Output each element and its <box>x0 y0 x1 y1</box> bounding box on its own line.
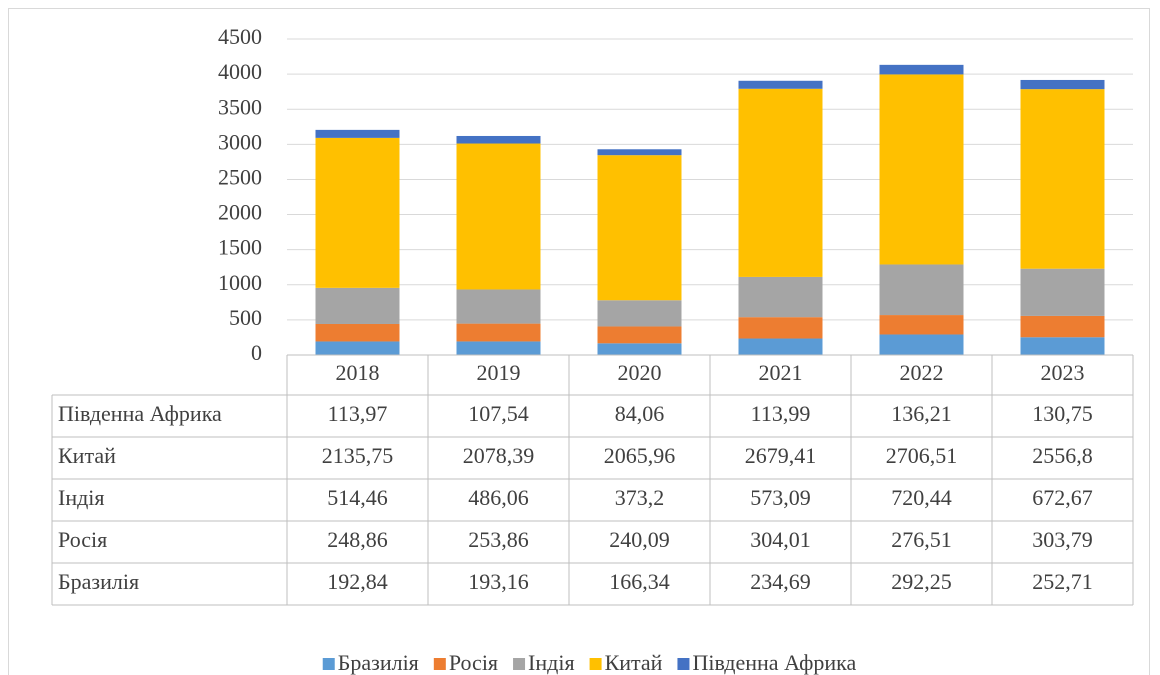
bar-segment <box>879 64 964 75</box>
table-cell: 113,97 <box>328 401 388 426</box>
bar-segment <box>879 315 964 335</box>
legend-label: Індія <box>528 650 575 675</box>
y-tick-label: 3000 <box>218 129 262 154</box>
table-cell: 240,09 <box>609 527 670 552</box>
table-cell: 234,69 <box>750 569 811 594</box>
x-tick-label: 2020 <box>618 360 662 385</box>
table-cell: 573,09 <box>750 485 811 510</box>
table-cell: 486,06 <box>468 485 529 510</box>
bar-segment <box>315 323 400 342</box>
bar-segment <box>879 334 964 355</box>
y-tick-label: 4500 <box>218 24 262 49</box>
table-cell: 107,54 <box>468 401 529 426</box>
bar-segment <box>456 135 541 144</box>
table-cell: 304,01 <box>750 527 811 552</box>
y-tick-label: 1500 <box>218 235 262 260</box>
bar-segment <box>456 289 541 324</box>
table-cell: 292,25 <box>891 569 952 594</box>
table-cell: 130,75 <box>1032 401 1093 426</box>
table-cell: 253,86 <box>468 527 529 552</box>
bar-segment <box>597 326 682 344</box>
bar-segment <box>315 129 400 138</box>
bar-segment <box>738 276 823 318</box>
table-cell: 248,86 <box>327 527 388 552</box>
table-cell: 193,16 <box>468 569 529 594</box>
y-tick-label: 2000 <box>218 200 262 225</box>
table-cell: 672,67 <box>1032 485 1093 510</box>
legend-label: Росія <box>449 650 498 675</box>
bar-segment <box>456 143 541 290</box>
bar-segment <box>315 287 400 324</box>
table-row-label: Росія <box>58 527 107 552</box>
table-row-label: Південна Африка <box>58 401 222 426</box>
table-cell: 252,71 <box>1032 569 1093 594</box>
table-cell: 2556,8 <box>1032 443 1093 468</box>
legend-label: Китай <box>605 650 663 675</box>
table-cell: 373,2 <box>615 485 665 510</box>
table-cell: 136,21 <box>891 401 952 426</box>
bar-segment <box>315 137 400 288</box>
table-cell: 2135,75 <box>322 443 394 468</box>
table-cell: 720,44 <box>891 485 952 510</box>
bar-segment <box>1020 268 1105 316</box>
y-tick-label: 3500 <box>218 94 262 119</box>
bar-segment <box>738 317 823 339</box>
x-tick-label: 2021 <box>759 360 803 385</box>
x-tick-label: 2022 <box>900 360 944 385</box>
bar-segment <box>597 155 682 301</box>
table-row-label: Бразилія <box>58 569 139 594</box>
bar-segment <box>738 88 823 277</box>
bar-segment <box>1020 79 1105 90</box>
y-tick-label: 4000 <box>218 59 262 84</box>
bar-segment <box>597 300 682 327</box>
table-cell: 2078,39 <box>463 443 535 468</box>
table-cell: 2065,96 <box>604 443 676 468</box>
legend-swatch <box>322 658 335 670</box>
bar-segment <box>456 323 541 342</box>
legend-label: Південна Африка <box>692 650 856 675</box>
table-cell: 166,34 <box>609 569 670 594</box>
bar-segment <box>597 343 682 355</box>
bar-segment <box>1020 89 1105 269</box>
x-tick-label: 2023 <box>1041 360 1085 385</box>
y-tick-label: 0 <box>251 340 262 365</box>
table-cell: 514,46 <box>327 485 388 510</box>
table-row-label: Китай <box>58 443 116 468</box>
legend-swatch <box>677 658 690 670</box>
bar-segment <box>738 338 823 355</box>
bar-segment <box>1020 337 1105 355</box>
table-cell: 2679,41 <box>745 443 817 468</box>
table-cell: 2706,51 <box>886 443 958 468</box>
x-tick-label: 2018 <box>336 360 380 385</box>
table-row-label: Індія <box>58 485 105 510</box>
bar-segment <box>879 264 964 316</box>
table-cell: 303,79 <box>1032 527 1093 552</box>
x-tick-label: 2019 <box>477 360 521 385</box>
bar-segment <box>738 80 823 89</box>
y-tick-label: 1000 <box>218 270 262 295</box>
table-cell: 192,84 <box>327 569 388 594</box>
y-tick-label: 2500 <box>218 164 262 189</box>
bar-segment <box>879 74 964 265</box>
bar-segment <box>456 341 541 355</box>
legend-swatch <box>433 658 446 670</box>
table-cell: 113,99 <box>751 401 811 426</box>
table-cell: 276,51 <box>891 527 952 552</box>
legend-swatch <box>513 658 526 670</box>
y-tick-label: 500 <box>229 305 262 330</box>
bar-segment <box>597 149 682 156</box>
legend-label: Бразилія <box>338 650 419 675</box>
bar-segment <box>315 341 400 355</box>
chart-border <box>8 8 1150 675</box>
table-cell: 84,06 <box>615 401 665 426</box>
legend-swatch <box>589 658 602 670</box>
bar-segment <box>1020 315 1105 338</box>
